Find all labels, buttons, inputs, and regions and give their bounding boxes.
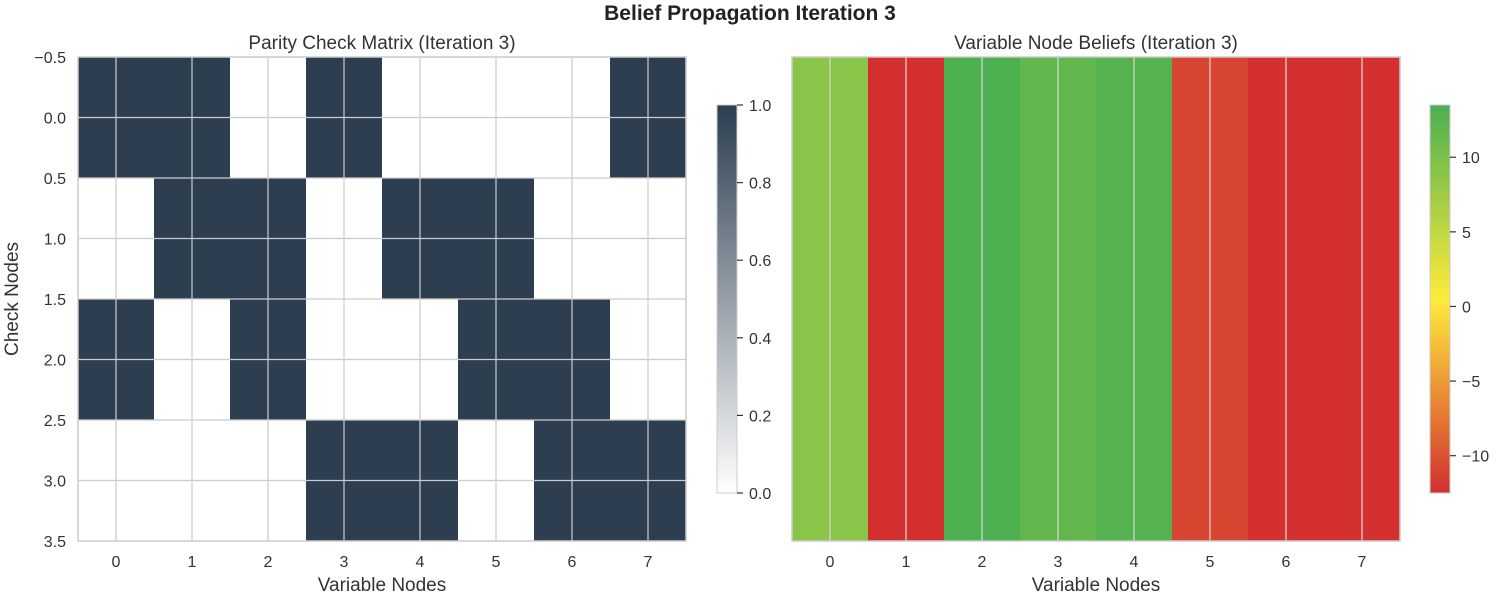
beliefs-x-ticks: 0 1 2 3 4 5 6 7	[826, 554, 1367, 571]
beliefs-x-label: Variable Nodes	[1032, 575, 1161, 596]
y-tick-label: 1.5	[44, 292, 66, 309]
y-tick-label: 2.5	[44, 413, 66, 430]
x-tick-label: 1	[902, 554, 911, 571]
colorbar-tick-label: 0.0	[749, 486, 771, 503]
x-tick-label: 0	[826, 554, 835, 571]
colorbar-tick-label: −10	[1462, 449, 1489, 466]
colorbar-tick-label: 5	[1462, 225, 1471, 242]
colorbar-tick-label: 10	[1462, 150, 1480, 167]
x-tick-label: 1	[188, 554, 197, 571]
x-tick-label: 0	[112, 554, 121, 571]
colorbar-tick-label: 0	[1462, 299, 1471, 316]
x-tick-label: 2	[978, 554, 987, 571]
y-tick-label: 0.0	[44, 111, 66, 128]
parity-matrix-grid	[78, 57, 686, 541]
beliefs-panel: Variable Node Beliefs (Iteration 3) 0 1 2 3…	[791, 33, 1401, 596]
x-tick-label: 4	[416, 554, 425, 571]
beliefs-grid	[829, 57, 1363, 541]
parity-colorbar-gradient	[716, 104, 738, 494]
x-tick-label: 3	[1054, 554, 1063, 571]
colorbar-tick-label: −5	[1462, 374, 1480, 391]
y-tick-label: 1.0	[44, 232, 66, 249]
colorbar-tick-label: 0.6	[749, 253, 771, 270]
x-tick-label: 5	[1206, 554, 1215, 571]
beliefs-colorbar-gradient	[1429, 104, 1451, 494]
x-tick-label: 2	[264, 554, 273, 571]
parity-matrix-x-ticks: 0 1 2 3 4 5 6 7	[112, 554, 653, 571]
parity-matrix-y-label: Check Nodes	[2, 242, 23, 356]
beliefs-frame	[791, 56, 1401, 542]
x-tick-label: 6	[1282, 554, 1291, 571]
beliefs-title: Variable Node Beliefs (Iteration 3)	[954, 33, 1238, 54]
x-tick-label: 5	[492, 554, 501, 571]
y-tick-label: −0.5	[34, 50, 66, 67]
figure-title: Belief Propagation Iteration 3	[604, 2, 896, 25]
x-tick-label: 7	[644, 554, 653, 571]
colorbar-tick-label: 0.4	[749, 331, 771, 348]
x-tick-label: 6	[568, 554, 577, 571]
y-tick-label: 2.0	[44, 353, 66, 370]
parity-matrix-x-label: Variable Nodes	[318, 575, 447, 596]
parity-matrix-title: Parity Check Matrix (Iteration 3)	[248, 33, 515, 54]
parity-colorbar: 0.0 0.2 0.4 0.6 0.8 1.0	[716, 98, 771, 503]
y-tick-label: 0.5	[44, 171, 66, 188]
y-tick-label: 3.0	[44, 474, 66, 491]
colorbar-tick-label: 0.8	[749, 176, 771, 193]
colorbar-tick-label: 0.2	[749, 408, 771, 425]
x-tick-label: 7	[1358, 554, 1367, 571]
parity-matrix-y-ticks: −0.5 0.0 0.5 1.0 1.5 2.0 2.5 3.0 3.5	[34, 50, 66, 551]
beliefs-cells	[792, 57, 1401, 541]
beliefs-colorbar: −10 −5 0 5 10	[1429, 104, 1489, 494]
colorbar-tick-label: 1.0	[749, 98, 771, 115]
parity-matrix-frame	[77, 56, 687, 542]
x-tick-label: 4	[1130, 554, 1139, 571]
beliefs-colorbar-ticks: −10 −5 0 5 10	[1450, 150, 1489, 466]
y-tick-label: 3.5	[44, 534, 66, 551]
parity-matrix-panel: Parity Check Matrix (Iteration 3) 0 1 2 3 4 5…	[2, 33, 687, 596]
parity-colorbar-ticks: 0.0 0.2 0.4 0.6 0.8 1.0	[737, 98, 771, 503]
x-tick-label: 3	[340, 554, 349, 571]
